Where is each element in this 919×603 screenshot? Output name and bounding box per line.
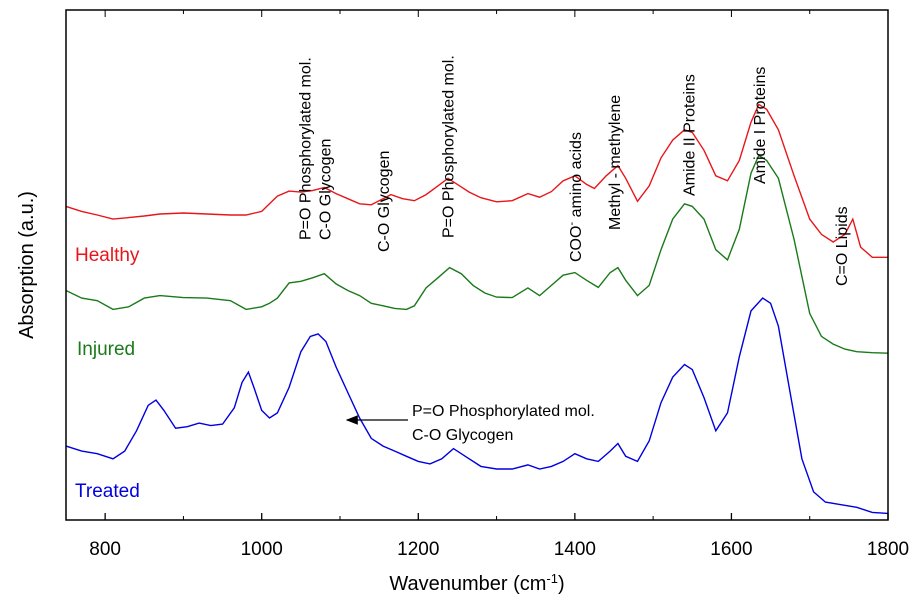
x-tick-label: 1800 xyxy=(867,539,909,560)
annotation-text-line1: P=O Phosphorylated mol. xyxy=(412,403,595,420)
x-axis-title-main: Wavenumber (cm xyxy=(389,573,546,595)
x-tick-label: 800 xyxy=(89,539,121,560)
x-tick-label: 1200 xyxy=(397,539,439,560)
x-tick-label: 1000 xyxy=(241,539,283,560)
x-axis-title-sup: -1 xyxy=(546,571,558,586)
y-axis-title: Absorption (a.u.) xyxy=(16,191,38,339)
peak-label: Amide II Proteins xyxy=(681,74,698,196)
x-axis-ticks: 800 1000 1200 1400 1600 1800 xyxy=(89,10,909,560)
peak-label: C-O Glycogen xyxy=(376,151,393,252)
peak-label: P=O Phosphorylated mol. xyxy=(297,57,314,240)
x-tick-label: 1400 xyxy=(554,539,596,560)
series-line-injured xyxy=(65,154,889,354)
series-group xyxy=(65,103,889,515)
plot-frame xyxy=(65,9,889,521)
series-line-healthy xyxy=(65,103,888,258)
annotation-text-line2: C-O Glycogen xyxy=(412,427,513,444)
series-line-treated xyxy=(65,297,889,515)
series-label-treated: Treated xyxy=(75,481,140,502)
peak-label: Methyl - methylene xyxy=(607,95,624,230)
series-label-healthy: Healthy xyxy=(75,245,140,266)
x-tick-label: 1600 xyxy=(710,539,752,560)
peak-label: COO- amino acids xyxy=(566,132,585,262)
peak-label: Amide I Proteins xyxy=(752,67,769,184)
peak-labels: P=O Phosphorylated mol. C-O Glycogen C-O G… xyxy=(297,55,851,286)
x-axis-title: Wavenumber (cm-1) xyxy=(389,571,564,596)
peak-label: C-O Glycogen xyxy=(317,139,334,240)
peak-label: P=O Phosphorylated mol. xyxy=(440,55,457,238)
x-axis-title-close: ) xyxy=(558,573,565,595)
peak-label: C=O Lipids xyxy=(834,206,851,286)
series-label-injured: Injured xyxy=(77,339,135,360)
